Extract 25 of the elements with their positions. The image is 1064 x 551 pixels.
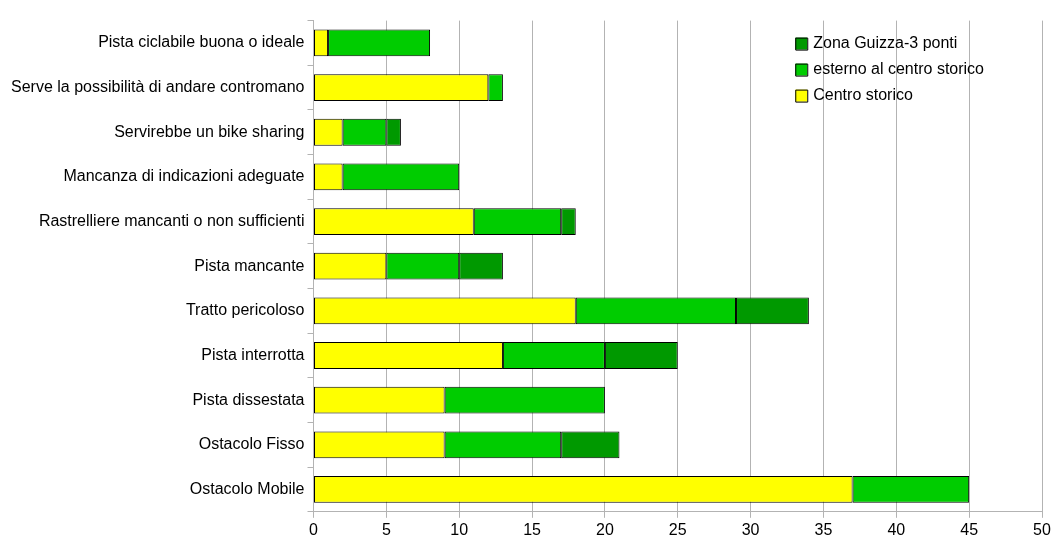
y-tick-label: Servirebbe un bike sharing bbox=[114, 122, 305, 140]
x-tick-label: 40 bbox=[887, 520, 906, 538]
y-tick-label: Pista mancante bbox=[194, 256, 305, 274]
x-tick-label: 5 bbox=[381, 520, 391, 538]
legend-label: Zona Guizza-3 ponti bbox=[813, 34, 958, 52]
y-tick-label: Rastrelliere mancanti o non sufficienti bbox=[38, 211, 305, 229]
legend-label: Centro storico bbox=[813, 86, 913, 104]
y-tick-label: Tratto pericoloso bbox=[185, 301, 305, 319]
x-tick-label: 0 bbox=[309, 520, 319, 538]
x-tick-label: 25 bbox=[668, 520, 687, 538]
y-tick-label: Ostacolo Mobile bbox=[189, 479, 305, 497]
x-tick-label: 20 bbox=[596, 520, 614, 538]
y-tick-label: Serve la possibilità di andare contromano bbox=[11, 77, 305, 95]
y-tick-label: Pista dissestata bbox=[192, 390, 305, 408]
legend-label: esterno al centro storico bbox=[813, 60, 985, 78]
y-tick-label: Mancanza di indicazioni adeguate bbox=[63, 167, 305, 185]
x-tick-label: 30 bbox=[741, 520, 760, 538]
x-tick-label: 50 bbox=[1033, 520, 1051, 538]
y-tick-label: Ostacolo Fisso bbox=[198, 435, 305, 453]
x-tick-label: 15 bbox=[523, 520, 542, 538]
y-tick-label: Pista interrotta bbox=[201, 345, 305, 363]
x-tick-label: 45 bbox=[960, 520, 979, 538]
y-tick-label: Pista ciclabile buona o ideale bbox=[98, 33, 305, 51]
x-tick-label: 10 bbox=[450, 520, 469, 538]
x-tick-label: 35 bbox=[814, 520, 833, 538]
